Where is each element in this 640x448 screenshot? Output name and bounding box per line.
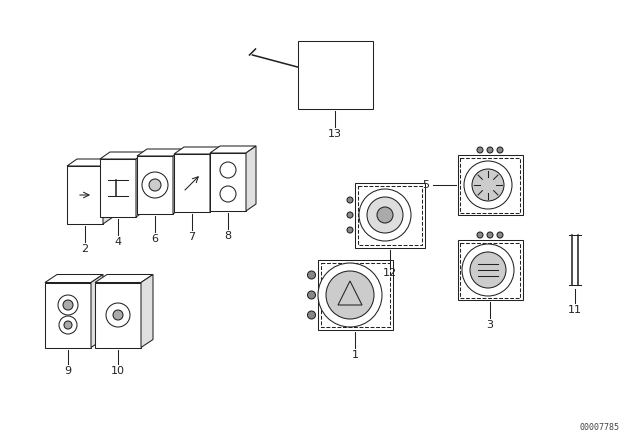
Circle shape [367,197,403,233]
Bar [355,182,425,247]
Circle shape [142,172,168,198]
Polygon shape [137,149,183,156]
Bar [100,159,136,217]
Circle shape [307,291,316,299]
Bar [321,263,390,327]
Polygon shape [174,147,220,154]
Text: 3: 3 [486,320,493,330]
Polygon shape [103,159,113,224]
Bar [458,240,522,300]
Text: 6: 6 [152,234,159,244]
Circle shape [347,212,353,218]
Circle shape [497,147,503,153]
Text: 2: 2 [81,244,88,254]
Circle shape [477,232,483,238]
Circle shape [318,263,382,327]
Circle shape [220,162,236,178]
Circle shape [326,271,374,319]
Bar [95,283,141,348]
Circle shape [220,186,236,202]
Circle shape [497,232,503,238]
Text: 12: 12 [383,267,397,277]
Circle shape [359,189,411,241]
Circle shape [113,310,123,320]
Circle shape [464,161,512,209]
Polygon shape [141,275,153,348]
Bar [460,242,520,297]
Polygon shape [246,146,256,211]
Polygon shape [136,152,146,217]
Text: 8: 8 [225,231,232,241]
Circle shape [307,311,316,319]
Bar [137,156,173,214]
Polygon shape [91,275,103,348]
Circle shape [470,252,506,288]
Polygon shape [210,147,220,212]
Circle shape [59,316,77,334]
Bar [317,260,392,330]
Bar [45,283,91,348]
Text: 9: 9 [65,366,72,375]
Text: 00007785: 00007785 [580,423,620,432]
Text: 1: 1 [351,350,358,360]
Bar [298,41,372,109]
Text: 11: 11 [568,305,582,315]
Text: 5: 5 [422,180,429,190]
Bar [460,158,520,212]
Circle shape [149,179,161,191]
Polygon shape [210,146,256,153]
Text: 4: 4 [115,237,122,247]
Polygon shape [100,152,146,159]
Circle shape [487,147,493,153]
Bar [458,155,522,215]
Circle shape [307,271,316,279]
Circle shape [472,169,504,201]
Polygon shape [45,275,103,283]
Circle shape [63,300,73,310]
Bar [210,153,246,211]
Circle shape [347,227,353,233]
Circle shape [347,197,353,203]
Circle shape [477,147,483,153]
Circle shape [64,321,72,329]
Circle shape [487,232,493,238]
Text: 10: 10 [111,366,125,375]
Circle shape [377,207,393,223]
Text: 7: 7 [188,232,196,242]
Polygon shape [173,149,183,214]
Bar [67,166,103,224]
Bar [358,185,422,245]
Bar [174,154,210,212]
Polygon shape [67,159,113,166]
Circle shape [106,303,130,327]
Circle shape [462,244,514,296]
Circle shape [58,295,78,315]
Text: 13: 13 [328,129,342,139]
Polygon shape [95,275,153,283]
